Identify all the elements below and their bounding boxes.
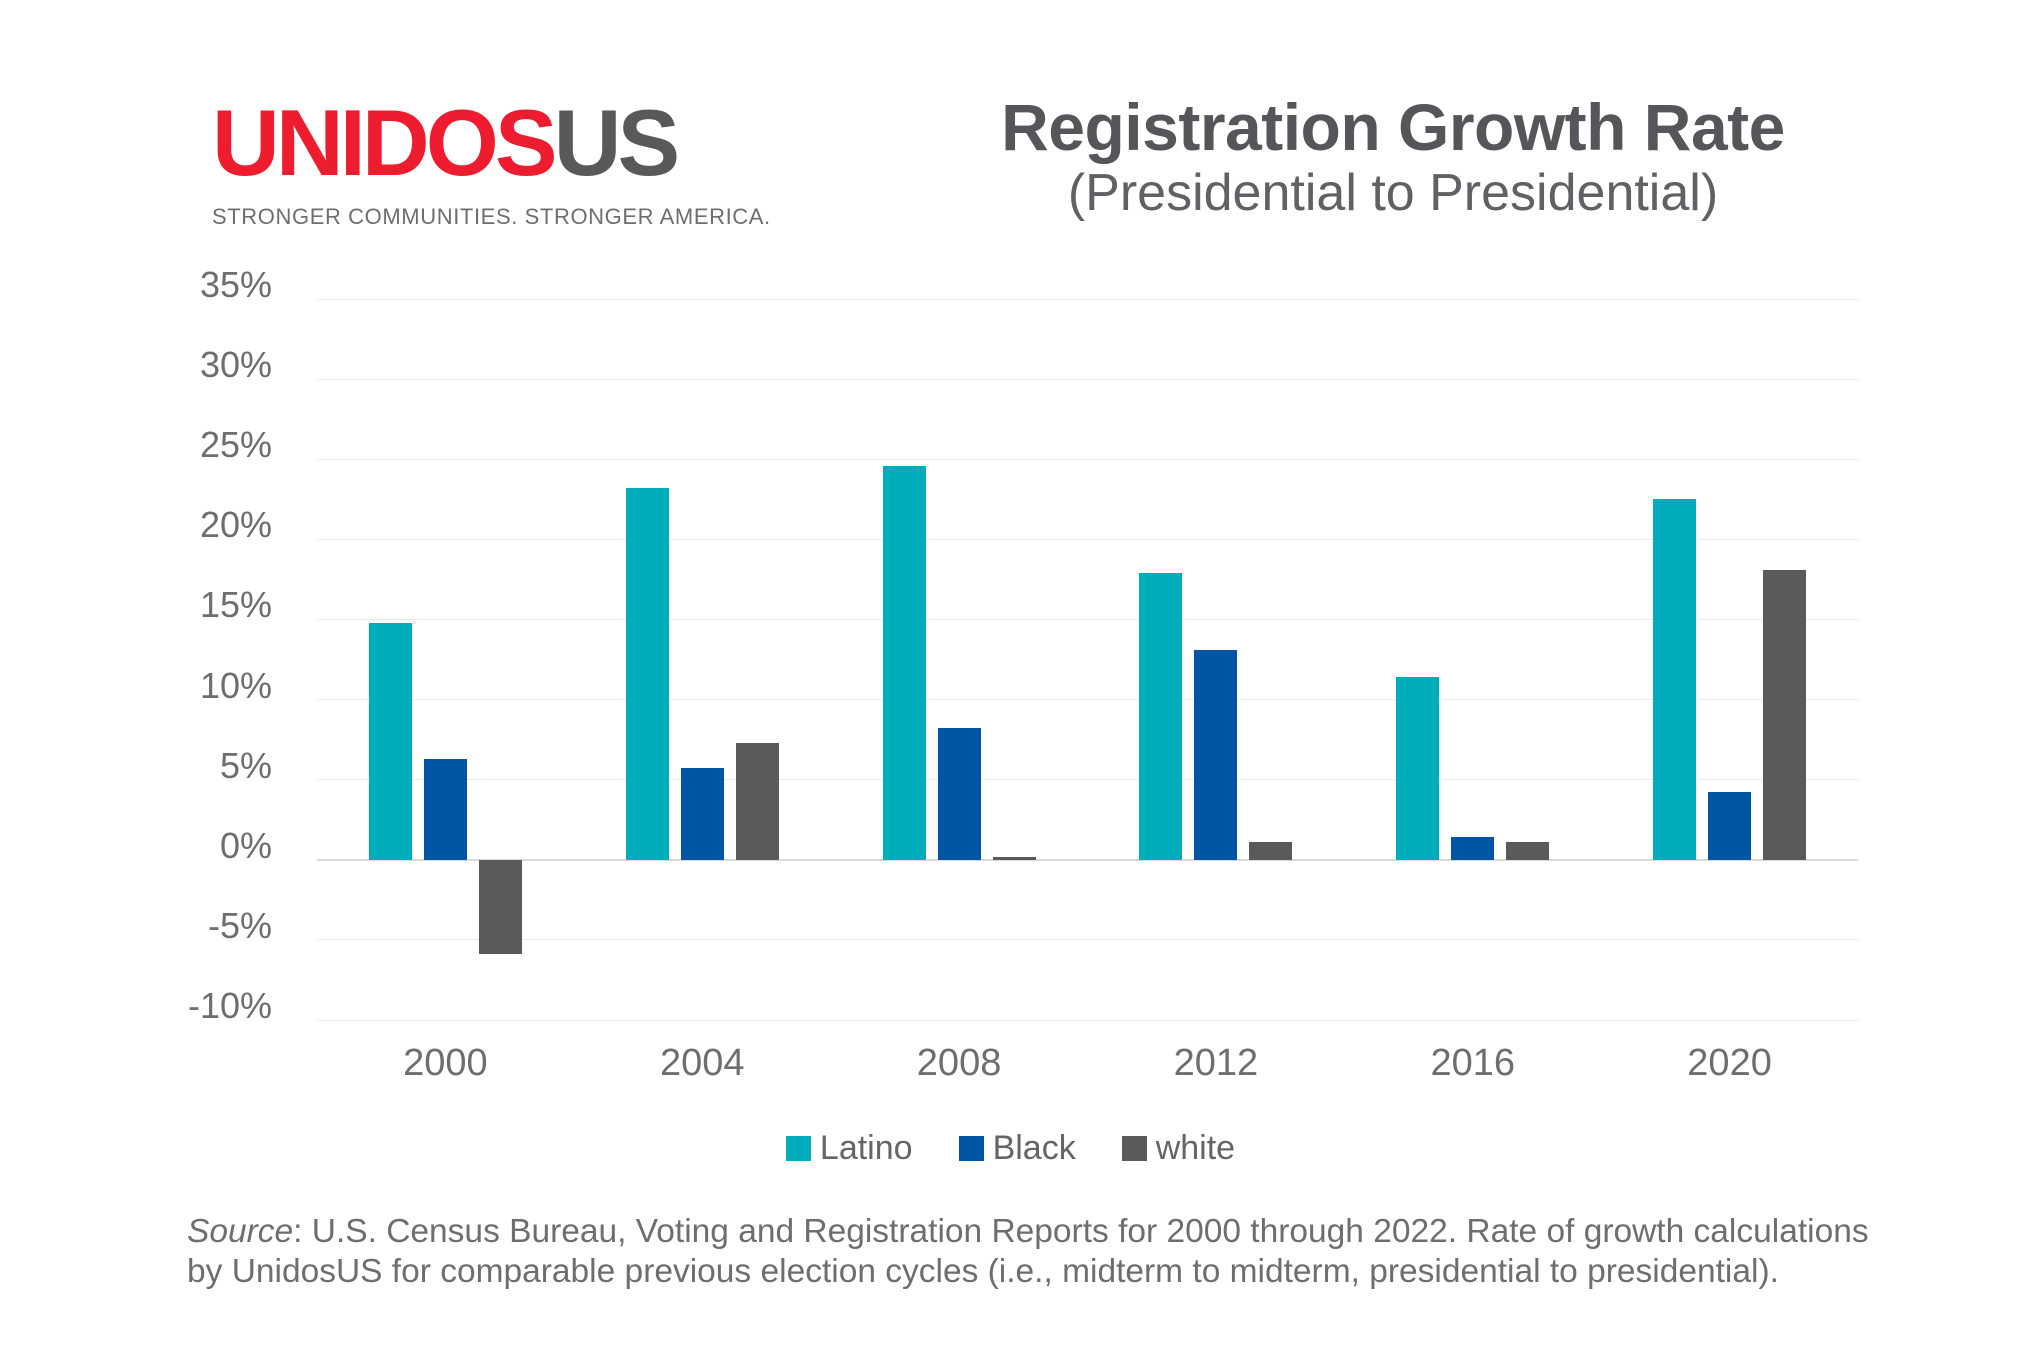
bar-black-2016 bbox=[1451, 837, 1495, 860]
gridline-5 bbox=[317, 779, 1858, 781]
legend-item-white: white bbox=[1121, 1129, 1236, 1167]
bar-white-2008 bbox=[992, 856, 1036, 860]
gridline-0 bbox=[317, 858, 1858, 861]
logo-wordmark: UNIDOSUS bbox=[212, 96, 771, 190]
x-tick-2012: 2012 bbox=[1173, 1042, 1259, 1084]
legend-swatch-black bbox=[958, 1136, 984, 1161]
x-tick-2008: 2008 bbox=[916, 1042, 1002, 1084]
bar-white-2020 bbox=[1763, 569, 1807, 860]
y-tick-20: 20% bbox=[199, 504, 272, 546]
source-note: Source: U.S. Census Bureau, Voting and R… bbox=[187, 1212, 1907, 1292]
bar-white-2004 bbox=[735, 742, 779, 860]
logo-unidos-text: UNIDOS bbox=[212, 90, 558, 195]
chart-legend: Latino Black white bbox=[0, 1129, 2021, 1167]
gridline-15 bbox=[317, 618, 1858, 620]
legend-item-black: Black bbox=[958, 1129, 1076, 1167]
bar-latino-2000 bbox=[368, 622, 412, 860]
logo-tagline: STRONGER COMMUNITIES. STRONGER AMERICA. bbox=[212, 204, 771, 229]
x-tick-2004: 2004 bbox=[659, 1042, 745, 1084]
bar-latino-2016 bbox=[1396, 677, 1440, 860]
bar-white-2012 bbox=[1249, 842, 1293, 860]
bar-white-2000 bbox=[478, 859, 522, 955]
legend-label-white: white bbox=[1155, 1129, 1236, 1167]
gridline--10 bbox=[317, 1019, 1858, 1021]
chart-subtitle: (Presidential to Presidential) bbox=[1067, 164, 1719, 222]
legend-swatch-latino bbox=[785, 1136, 811, 1161]
bar-black-2004 bbox=[680, 768, 724, 860]
y-tick--10: -10% bbox=[187, 985, 272, 1026]
bar-latino-2004 bbox=[625, 488, 669, 860]
bar-latino-2020 bbox=[1653, 499, 1697, 860]
x-tick-2016: 2016 bbox=[1430, 1042, 1516, 1084]
bar-latino-2012 bbox=[1139, 572, 1183, 860]
legend-swatch-white bbox=[1121, 1136, 1147, 1161]
logo-us-text: US bbox=[553, 90, 681, 195]
gridline-30 bbox=[317, 378, 1858, 380]
y-tick-5: 5% bbox=[219, 744, 272, 786]
y-tick-0: 0% bbox=[219, 824, 272, 866]
gridline-20 bbox=[317, 538, 1858, 540]
source-line1-rest: : U.S. Census Bureau, Voting and Registr… bbox=[293, 1213, 1869, 1250]
y-tick--5: -5% bbox=[207, 904, 272, 946]
y-tick-35: 35% bbox=[199, 264, 272, 305]
bar-black-2000 bbox=[423, 758, 467, 860]
gridline-10 bbox=[317, 699, 1858, 701]
y-tick-30: 30% bbox=[199, 344, 272, 386]
unidosus-logo: UNIDOSUS STRONGER COMMUNITIES. STRONGER … bbox=[212, 96, 771, 230]
chart-title: Registration Growth Rate bbox=[1001, 90, 1785, 164]
gridline-25 bbox=[317, 458, 1858, 460]
y-tick-25: 25% bbox=[199, 424, 272, 466]
legend-label-black: Black bbox=[992, 1129, 1076, 1167]
legend-item-latino: Latino bbox=[785, 1129, 913, 1167]
x-tick-2000: 2000 bbox=[403, 1042, 488, 1084]
gridline--5 bbox=[317, 939, 1858, 941]
bar-white-2016 bbox=[1506, 842, 1550, 860]
bar-latino-2008 bbox=[882, 465, 926, 860]
y-tick-15: 15% bbox=[199, 584, 272, 626]
gridline-35 bbox=[317, 298, 1858, 300]
y-tick-10: 10% bbox=[199, 664, 272, 706]
source-label: Source bbox=[187, 1213, 294, 1250]
title-block: Registration Growth Rate (Presidential t… bbox=[900, 91, 1886, 223]
source-line-1: Source: U.S. Census Bureau, Voting and R… bbox=[187, 1212, 1907, 1252]
legend-label-latino: Latino bbox=[819, 1129, 913, 1167]
bar-black-2012 bbox=[1194, 649, 1238, 860]
bar-black-2008 bbox=[937, 728, 981, 860]
x-tick-2020: 2020 bbox=[1687, 1042, 1772, 1084]
bar-black-2020 bbox=[1708, 792, 1752, 860]
source-line-2: by UnidosUS for comparable previous elec… bbox=[187, 1253, 1779, 1290]
